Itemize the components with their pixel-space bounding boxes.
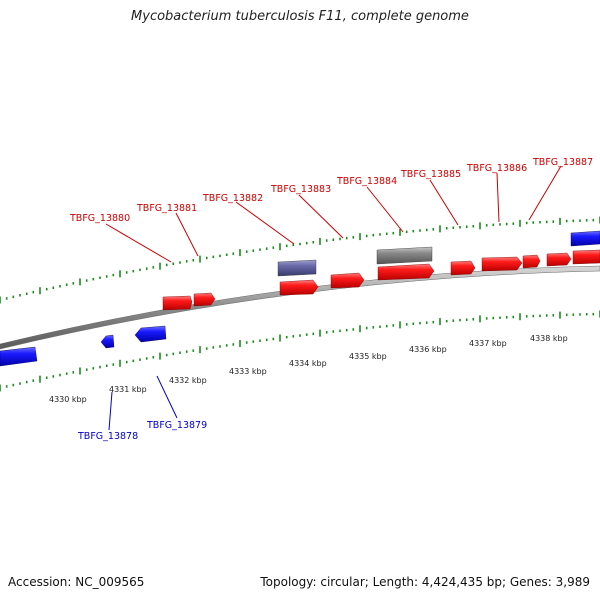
ruler-label: 4336 kbp: [409, 345, 447, 354]
forward-gene-arrow[interactable]: [330, 272, 365, 289]
feature-block[interactable]: [277, 259, 317, 277]
ruler-label: 4337 kbp: [469, 339, 507, 348]
ruler-label: 4334 kbp: [289, 359, 327, 368]
genome-summary-text: Topology: circular; Length: 4,424,435 bp…: [260, 575, 590, 589]
ruler-labels: 4330 kbp 4331 kbp 4332 kbp 4333 kbp 4334…: [49, 334, 568, 404]
feature-block[interactable]: [376, 246, 433, 265]
forward-gene-arrow[interactable]: [572, 249, 600, 265]
leader-line: [298, 194, 344, 239]
leader-line: [235, 201, 295, 245]
forward-label-leaders: [105, 165, 562, 263]
reverse-label-leaders: [108, 375, 178, 431]
gene-label[interactable]: TBFG_13881: [136, 203, 197, 214]
forward-genes: [162, 249, 600, 311]
forward-gene-arrow[interactable]: [279, 279, 319, 296]
ruler-label: 4338 kbp: [530, 334, 568, 343]
gene-label[interactable]: TBFG_13879: [146, 420, 207, 431]
gene-label[interactable]: TBFG_13886: [466, 163, 527, 174]
gene-label[interactable]: TBFG_13882: [202, 193, 263, 204]
reverse-gene-arrow[interactable]: [0, 346, 38, 367]
gene-label[interactable]: TBFG_13885: [400, 169, 461, 180]
leader-line: [366, 186, 404, 233]
forward-gene-labels: TBFG_13880 TBFG_13881 TBFG_13882 TBFG_13…: [69, 157, 593, 224]
forward-gene-arrow[interactable]: [546, 252, 572, 267]
leader-line: [429, 179, 459, 226]
forward-gene-arrow[interactable]: [450, 260, 476, 276]
gene-label[interactable]: TBFG_13887: [532, 157, 593, 168]
leader-line: [108, 391, 113, 431]
map-title: Mycobacterium tuberculosis F11, complete…: [131, 9, 469, 24]
gene-label[interactable]: TBFG_13883: [270, 184, 331, 195]
ruler-label: 4333 kbp: [229, 367, 267, 376]
reverse-gene-labels: TBFG_13878 TBFG_13879: [77, 420, 207, 442]
reverse-genes: [0, 230, 600, 367]
ruler-label: 4335 kbp: [349, 352, 387, 361]
leader-line: [105, 223, 172, 263]
gene-label[interactable]: TBFG_13884: [336, 176, 397, 187]
forward-gene-arrow[interactable]: [377, 263, 435, 281]
reverse-gene-arrow[interactable]: [134, 325, 167, 343]
reverse-gene-arrow[interactable]: [570, 230, 600, 247]
forward-gene-arrow[interactable]: [162, 295, 193, 311]
gene-label[interactable]: TBFG_13878: [77, 431, 138, 442]
upper-ruler: [0, 216, 600, 304]
gene-label[interactable]: TBFG_13880: [69, 213, 130, 224]
ruler-label: 4332 kbp: [169, 376, 207, 385]
leader-line: [175, 212, 199, 257]
lower-ruler: [0, 310, 600, 392]
other-features: [277, 246, 433, 277]
ruler-label: 4331 kbp: [109, 385, 147, 394]
reverse-gene-arrow[interactable]: [100, 334, 115, 349]
leader-line: [528, 165, 562, 221]
forward-gene-arrow[interactable]: [193, 292, 216, 307]
ruler-label: 4330 kbp: [49, 395, 87, 404]
accession-text: Accession: NC_009565: [8, 575, 145, 589]
leader-line: [156, 375, 178, 419]
forward-gene-arrow[interactable]: [481, 256, 523, 272]
forward-gene-arrow[interactable]: [522, 254, 541, 269]
leader-line: [496, 172, 500, 223]
